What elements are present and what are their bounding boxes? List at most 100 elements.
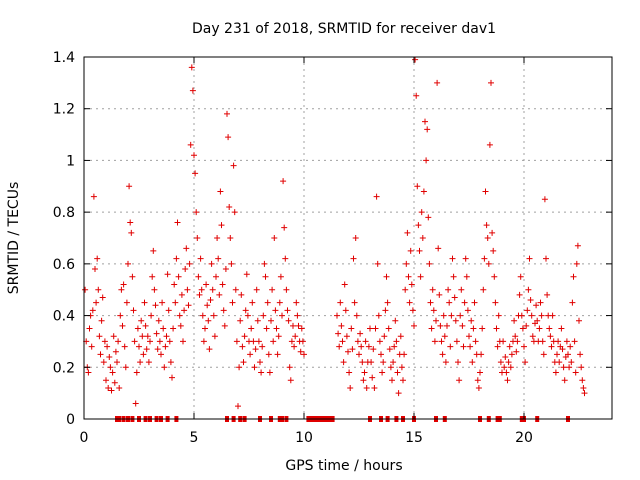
data-point xyxy=(203,281,210,288)
data-point xyxy=(567,343,574,350)
data-point xyxy=(453,338,460,345)
data-point xyxy=(115,338,122,345)
data-point xyxy=(398,364,405,371)
data-point xyxy=(281,224,288,231)
data-point xyxy=(138,317,145,324)
data-point xyxy=(274,351,281,358)
data-point xyxy=(435,245,442,252)
y-tick-label: 0.2 xyxy=(53,360,75,376)
data-point xyxy=(382,307,389,314)
data-point xyxy=(573,260,580,267)
data-point xyxy=(164,271,171,278)
data-point xyxy=(462,255,469,262)
data-point xyxy=(249,299,256,306)
data-point xyxy=(232,286,239,293)
data-point xyxy=(85,369,92,376)
data-point xyxy=(416,247,423,254)
data-point xyxy=(493,325,500,332)
data-point xyxy=(104,343,111,350)
data-point xyxy=(544,291,551,298)
data-point xyxy=(578,364,585,371)
data-point xyxy=(88,343,95,350)
data-point xyxy=(341,281,348,288)
x-tick-label: 15 xyxy=(405,430,423,446)
data-point xyxy=(339,338,346,345)
data-point xyxy=(253,286,260,293)
data-point xyxy=(151,286,158,293)
data-point xyxy=(497,359,504,366)
data-point xyxy=(450,273,457,280)
data-point xyxy=(141,299,148,306)
data-point xyxy=(371,384,378,391)
data-point xyxy=(415,222,422,229)
data-point xyxy=(98,317,105,324)
data-point xyxy=(230,162,237,169)
data-point xyxy=(183,245,190,252)
data-point xyxy=(219,281,226,288)
data-point xyxy=(200,338,207,345)
data-point xyxy=(576,317,582,324)
data-point xyxy=(92,266,98,273)
data-point xyxy=(507,364,514,371)
data-point xyxy=(492,299,499,306)
data-point xyxy=(263,325,270,332)
data-point xyxy=(174,219,181,226)
data-point xyxy=(97,351,104,358)
data-point xyxy=(346,369,353,376)
x-tick-label: 5 xyxy=(190,430,199,446)
data-point xyxy=(434,79,441,86)
data-point xyxy=(451,294,458,301)
data-point xyxy=(221,322,228,329)
data-point xyxy=(558,325,565,332)
data-point xyxy=(490,247,497,254)
data-point xyxy=(441,333,448,340)
data-point xyxy=(552,369,559,376)
data-point xyxy=(374,260,381,267)
data-point xyxy=(215,255,222,262)
data-point xyxy=(448,312,455,319)
y-tick-label: 1.4 xyxy=(53,50,75,66)
data-point xyxy=(258,369,265,376)
data-point xyxy=(239,343,246,350)
data-point xyxy=(477,369,483,376)
data-point xyxy=(231,209,238,216)
data-point xyxy=(362,338,369,345)
data-point xyxy=(192,170,199,177)
data-point xyxy=(294,312,301,319)
data-point xyxy=(233,338,240,345)
data-point xyxy=(170,325,177,332)
data-point xyxy=(495,312,502,319)
data-point xyxy=(511,317,518,324)
data-point xyxy=(392,317,399,324)
data-point xyxy=(560,364,567,371)
data-point xyxy=(411,322,417,329)
data-point xyxy=(194,235,201,241)
data-point xyxy=(360,377,367,384)
data-point xyxy=(538,312,545,319)
data-point xyxy=(350,255,357,262)
data-point xyxy=(99,294,106,301)
data-point xyxy=(180,338,186,345)
data-point xyxy=(178,291,185,298)
data-point xyxy=(471,299,478,306)
data-point xyxy=(94,255,101,262)
data-point xyxy=(474,377,481,384)
data-point xyxy=(417,273,424,280)
data-point xyxy=(525,286,532,293)
data-point xyxy=(452,317,459,324)
data-point xyxy=(128,229,135,236)
data-point xyxy=(489,229,496,236)
data-point xyxy=(95,286,102,293)
data-point xyxy=(187,141,194,148)
data-point xyxy=(337,299,344,306)
data-point xyxy=(287,377,294,384)
data-point xyxy=(363,384,370,391)
data-point xyxy=(354,338,361,345)
data-point xyxy=(181,307,188,314)
data-point xyxy=(271,235,278,241)
data-point xyxy=(401,351,408,358)
data-point xyxy=(446,299,453,306)
data-point xyxy=(260,312,267,319)
data-point xyxy=(122,364,129,371)
data-point xyxy=(284,307,291,314)
